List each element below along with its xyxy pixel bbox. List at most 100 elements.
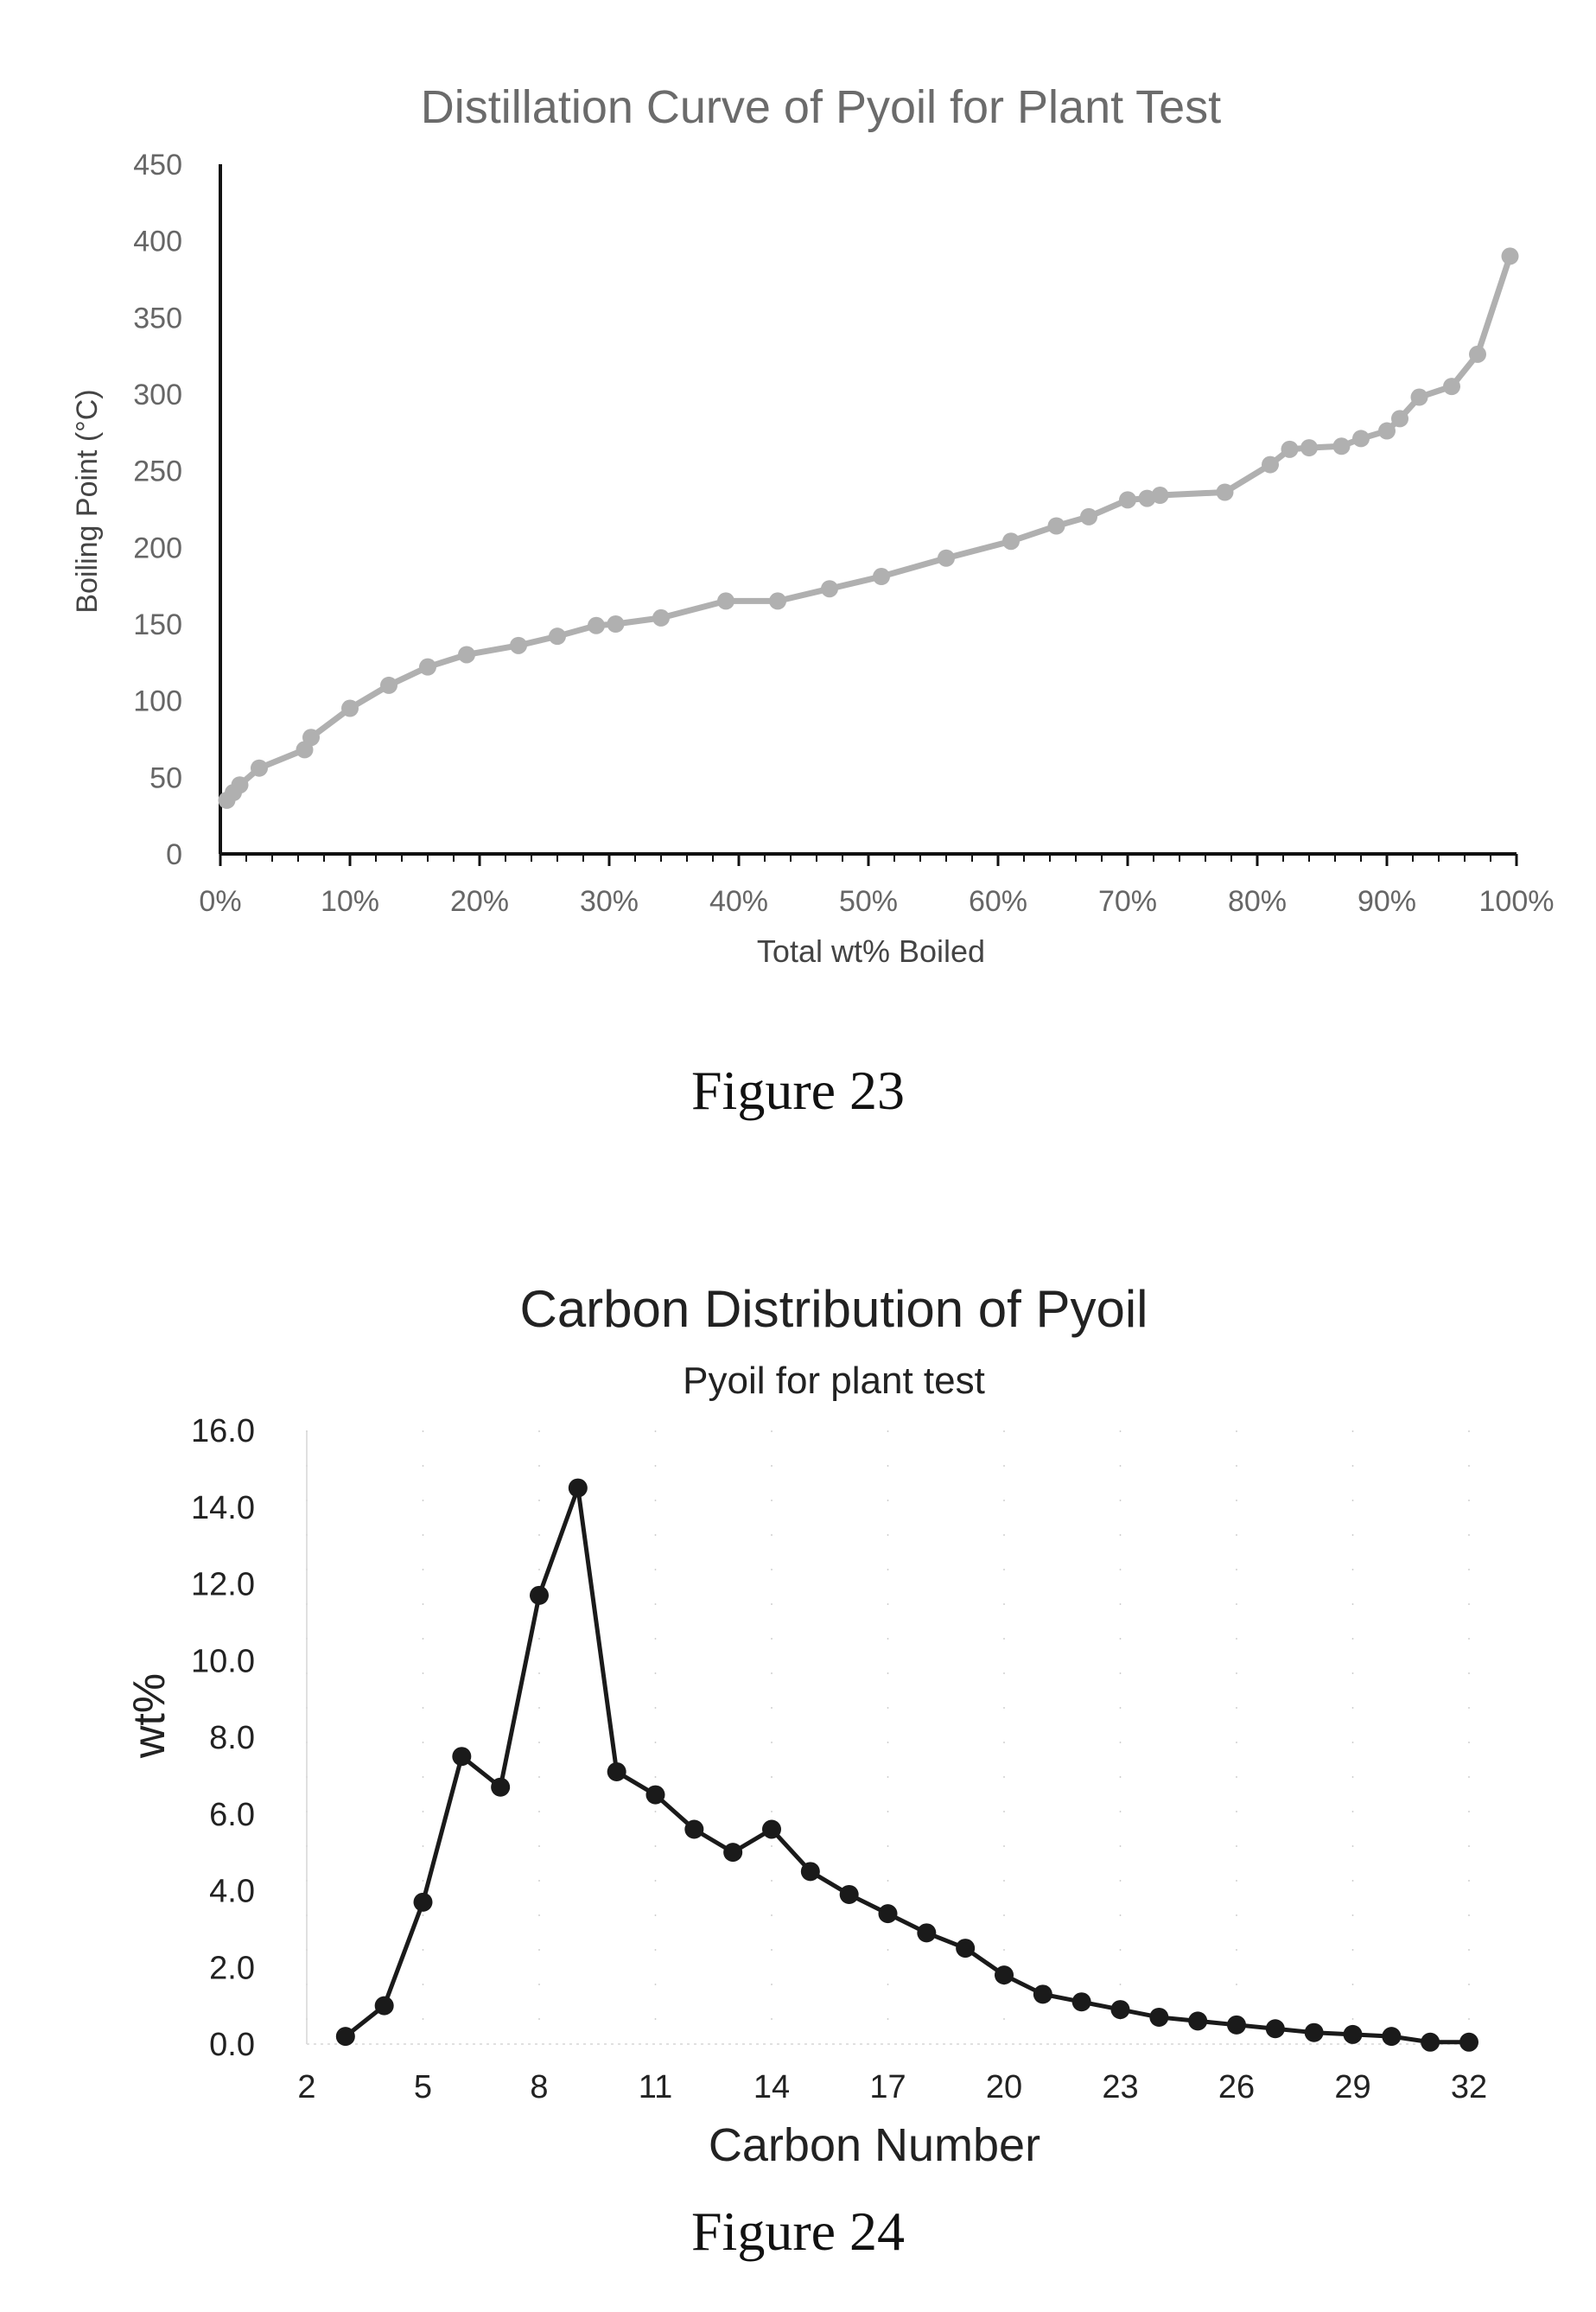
data-point [1443, 378, 1460, 396]
chart-axes: 0% 10% 20% 30% 40% 50% 60% 70% 80% 90% 100% 0 50 100 1… [133, 149, 1554, 918]
data-point [1119, 491, 1136, 509]
x-tick-label: 70% [1098, 885, 1157, 918]
y-tick-label: 6.0 [209, 1797, 255, 1833]
figure-caption: Figure 24 [690, 2201, 906, 2262]
data-point [1459, 2032, 1478, 2052]
data-point [413, 1892, 433, 1912]
x-tick-label: 23 [1102, 2069, 1138, 2105]
data-point [510, 636, 527, 654]
data-point [491, 1777, 511, 1797]
data-point [374, 1996, 394, 2016]
data-series [335, 1478, 1478, 2052]
data-point [1151, 487, 1169, 505]
y-tick-label: 12.0 [191, 1567, 255, 1603]
data-point [1110, 2000, 1130, 2020]
y-tick-label: 450 [133, 149, 182, 182]
x-tick-label: 100% [1479, 885, 1555, 918]
x-tick-label: 26 [1218, 2069, 1255, 2105]
y-tick-label: 100 [133, 685, 182, 718]
data-point [652, 608, 670, 627]
data-point [684, 1819, 704, 1839]
data-point [452, 1747, 472, 1767]
y-tick-label: 14.0 [191, 1490, 255, 1526]
x-tick-label: 8 [530, 2069, 548, 2105]
y-tick-label: 8.0 [209, 1720, 255, 1756]
x-tick-label: 29 [1334, 2069, 1370, 2105]
x-tick-label: 50% [839, 885, 898, 918]
y-tick-label: 0.0 [209, 2027, 255, 2063]
data-point [1300, 439, 1318, 457]
chart-title: Carbon Distribution of Pyoil [519, 1280, 1148, 1338]
data-point [1382, 2027, 1402, 2047]
x-tick-label: 10% [321, 885, 379, 918]
data-point [335, 2027, 355, 2047]
y-tick-label: 2.0 [209, 1950, 255, 1986]
y-tick-label: 16.0 [191, 1413, 255, 1449]
series-line [344, 1486, 1469, 2045]
x-tick-label: 32 [1451, 2069, 1487, 2105]
carbon-distribution-chart: Carbon Distribution of Pyoil Pyoil for p… [124, 1280, 1487, 2171]
data-point [995, 1965, 1014, 1985]
x-tick-label: 40% [709, 885, 768, 918]
data-point [458, 646, 475, 664]
y-tick-label: 400 [133, 226, 182, 258]
data-point [1304, 2022, 1324, 2042]
y-tick-label: 250 [133, 455, 182, 488]
data-point [1378, 422, 1396, 440]
y-tick-label: 300 [133, 379, 182, 411]
data-point [1216, 483, 1234, 501]
data-point [302, 729, 320, 747]
y-axis-label: wt% [124, 1673, 175, 1759]
data-point [1501, 247, 1519, 265]
data-point [800, 1862, 820, 1882]
x-tick-label: 17 [869, 2069, 906, 2105]
x-axis-label: Carbon Number [709, 2119, 1040, 2171]
data-point [1352, 430, 1370, 448]
y-tick-label: 0 [166, 838, 182, 871]
data-point [1469, 345, 1486, 363]
x-tick-label: 60% [969, 885, 1027, 918]
data-point [231, 776, 249, 794]
data-point [873, 568, 890, 586]
data-point [1138, 489, 1156, 507]
data-point [762, 1819, 781, 1839]
data-point [821, 580, 838, 598]
data-point [607, 1761, 626, 1781]
data-point [1265, 2019, 1285, 2039]
x-tick-label: 5 [414, 2069, 432, 2105]
x-tick-label: 11 [639, 2069, 672, 2105]
x-tick-label: 2 [297, 2069, 315, 2105]
data-series [218, 247, 1519, 809]
data-point [1262, 455, 1279, 474]
data-point [938, 549, 955, 567]
data-point [1033, 1984, 1052, 2004]
x-tick-label: 90% [1358, 885, 1416, 918]
data-point [1188, 2011, 1208, 2031]
data-point [530, 1585, 549, 1605]
data-point [1332, 437, 1351, 455]
y-tick-label: 200 [133, 532, 182, 564]
data-point [645, 1785, 665, 1805]
data-point [1410, 388, 1428, 406]
x-tick-label: 80% [1228, 885, 1287, 918]
data-point [956, 1939, 976, 1959]
x-axis-label: Total wt% Boiled [757, 933, 985, 969]
x-tick-label: 14 [753, 2069, 790, 2105]
data-point [251, 759, 268, 777]
distillation-curve-chart: Distillation Curve of Pyoil for Plant Te… [71, 81, 1554, 969]
data-point [1421, 2032, 1440, 2052]
data-point [878, 1904, 898, 1924]
y-tick-label: 10.0 [191, 1643, 255, 1679]
data-point [1080, 507, 1097, 525]
data-point [717, 592, 734, 610]
data-point [1047, 517, 1065, 535]
chart-subtitle: Pyoil for plant test [683, 1360, 985, 1402]
x-tick-label: 20% [450, 885, 509, 918]
y-tick-label: 150 [133, 608, 182, 641]
y-tick-label: 4.0 [209, 1874, 255, 1910]
data-point [917, 1923, 937, 1943]
data-point [380, 676, 397, 694]
data-point [1343, 2024, 1363, 2044]
data-point [341, 699, 359, 717]
data-point [769, 592, 786, 610]
